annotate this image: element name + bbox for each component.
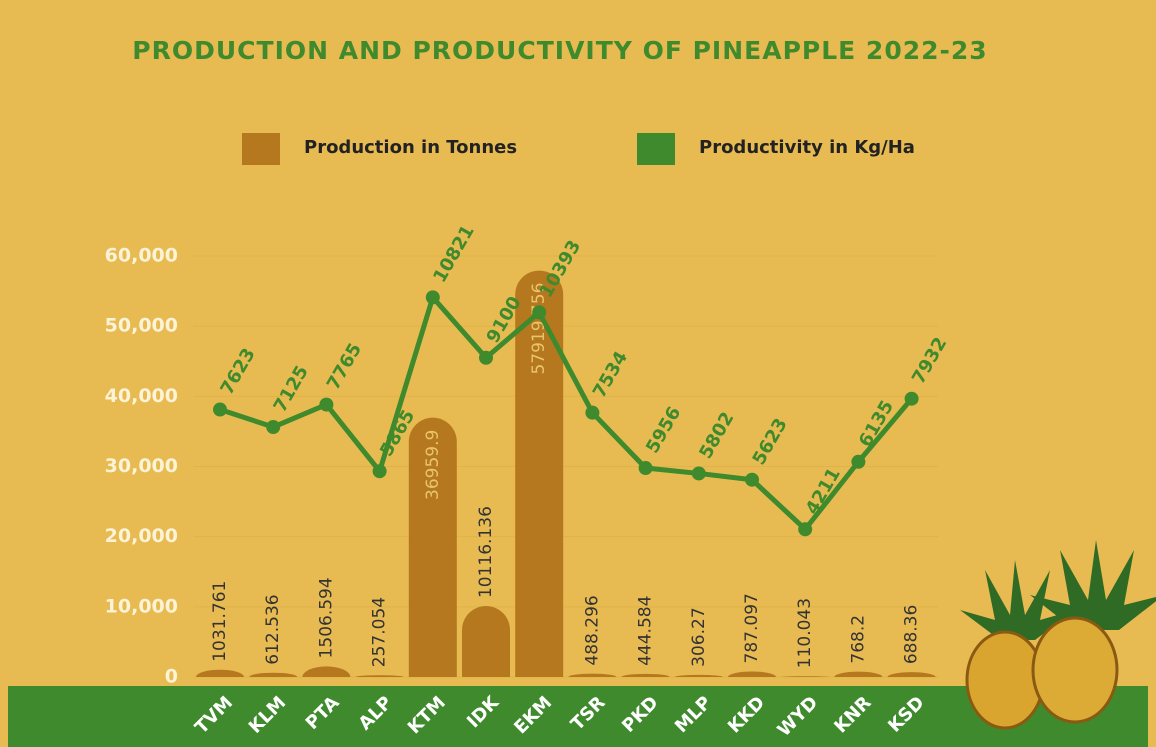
bar-value-label: 306.27 xyxy=(689,607,709,666)
bar-value-label: 10116.136 xyxy=(476,506,496,598)
line-point xyxy=(479,350,493,365)
bar-value-label: 36959.9 xyxy=(423,430,443,500)
line-point xyxy=(851,454,866,469)
bar xyxy=(302,666,351,677)
y-tick-label: 60,000 xyxy=(105,245,178,267)
legend-swatch xyxy=(637,133,675,165)
bar-value-label: 612.536 xyxy=(263,594,283,664)
bar-value-label: 787.097 xyxy=(742,593,762,663)
bar xyxy=(674,674,723,677)
bar xyxy=(249,672,298,677)
bar-value-label: 110.043 xyxy=(795,598,815,668)
line-point xyxy=(638,461,653,476)
bar-value-label: 768.2 xyxy=(848,615,868,664)
line-point xyxy=(425,290,440,305)
y-tick-label: 40,000 xyxy=(105,385,178,407)
bar-value-label: 488.296 xyxy=(582,595,602,665)
line-point xyxy=(319,397,334,412)
bar-value-label: 444.584 xyxy=(636,596,656,666)
bar-value-label: 688.36 xyxy=(902,605,922,664)
line-point xyxy=(904,391,919,406)
y-tick-label: 30,000 xyxy=(105,455,178,477)
bar xyxy=(568,673,617,677)
y-tick-label: 20,000 xyxy=(105,525,178,547)
bar xyxy=(781,676,830,677)
y-tick-label: 0 xyxy=(165,666,178,688)
bar xyxy=(355,675,404,677)
bar-value-label: 257.054 xyxy=(370,597,390,667)
legend-label: Production in Tonnes xyxy=(304,137,517,158)
bar xyxy=(408,417,457,677)
bar xyxy=(621,673,670,677)
bar xyxy=(887,672,936,677)
line-point xyxy=(745,472,759,487)
line xyxy=(219,294,914,532)
line-point xyxy=(372,464,387,479)
bar xyxy=(834,671,883,677)
bar xyxy=(196,669,244,677)
bar-value-label: 1506.594 xyxy=(316,577,336,658)
line-point xyxy=(691,466,706,481)
line-point xyxy=(213,402,227,417)
line-point xyxy=(266,420,281,435)
legend-swatch xyxy=(242,133,280,165)
line-point xyxy=(798,522,813,537)
y-tick-label: 10,000 xyxy=(105,595,178,617)
bar xyxy=(515,270,564,677)
line-point xyxy=(585,405,600,420)
axis-band xyxy=(8,686,1148,747)
line-point xyxy=(532,305,547,320)
bar-value-label: 57919.756 xyxy=(529,283,549,375)
y-tick-label: 50,000 xyxy=(105,315,178,337)
legend-label: Productivity in Kg/Ha xyxy=(699,137,915,158)
bar xyxy=(728,671,777,677)
bar-value-label: 1031.761 xyxy=(210,581,230,662)
bar xyxy=(462,606,510,677)
chart-title: PRODUCTION AND PRODUCTIVITY OF PINEAPPLE… xyxy=(132,36,987,65)
